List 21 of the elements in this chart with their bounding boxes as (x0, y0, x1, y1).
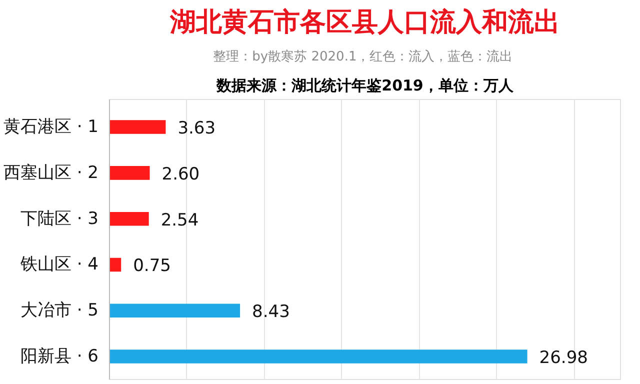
data-label: 3.63 (178, 118, 216, 139)
y-tick-label: 铁山区 · 4 (19, 254, 99, 275)
bar (110, 120, 166, 134)
y-tick-label: 大冶市 · 5 (20, 300, 99, 321)
data-label: 8.43 (252, 302, 290, 322)
chart-subtitle: 整理：by散寒苏 2020.1，红色：流入，蓝色：流出 (213, 48, 513, 64)
y-tick-label: 黄石港区 · 1 (3, 117, 99, 138)
bar (110, 258, 122, 272)
data-label: 26.98 (539, 348, 588, 368)
bar (110, 212, 149, 226)
data-label: 0.75 (133, 256, 171, 276)
y-tick-label: 西塞山区 · 2 (3, 162, 99, 183)
source-note: 数据来源：湖北统计年鉴2019，单位：万人 (216, 76, 514, 94)
bar (110, 166, 150, 180)
bar (110, 304, 240, 318)
y-tick-label: 下陆区 · 3 (20, 208, 99, 229)
data-label: 2.60 (162, 164, 200, 184)
y-tick-label: 阳新县 · 6 (20, 346, 99, 367)
chart-title: 湖北黄石市各区县人口流入和流出 (169, 8, 560, 38)
data-label: 2.54 (160, 210, 199, 230)
bar (110, 350, 528, 364)
